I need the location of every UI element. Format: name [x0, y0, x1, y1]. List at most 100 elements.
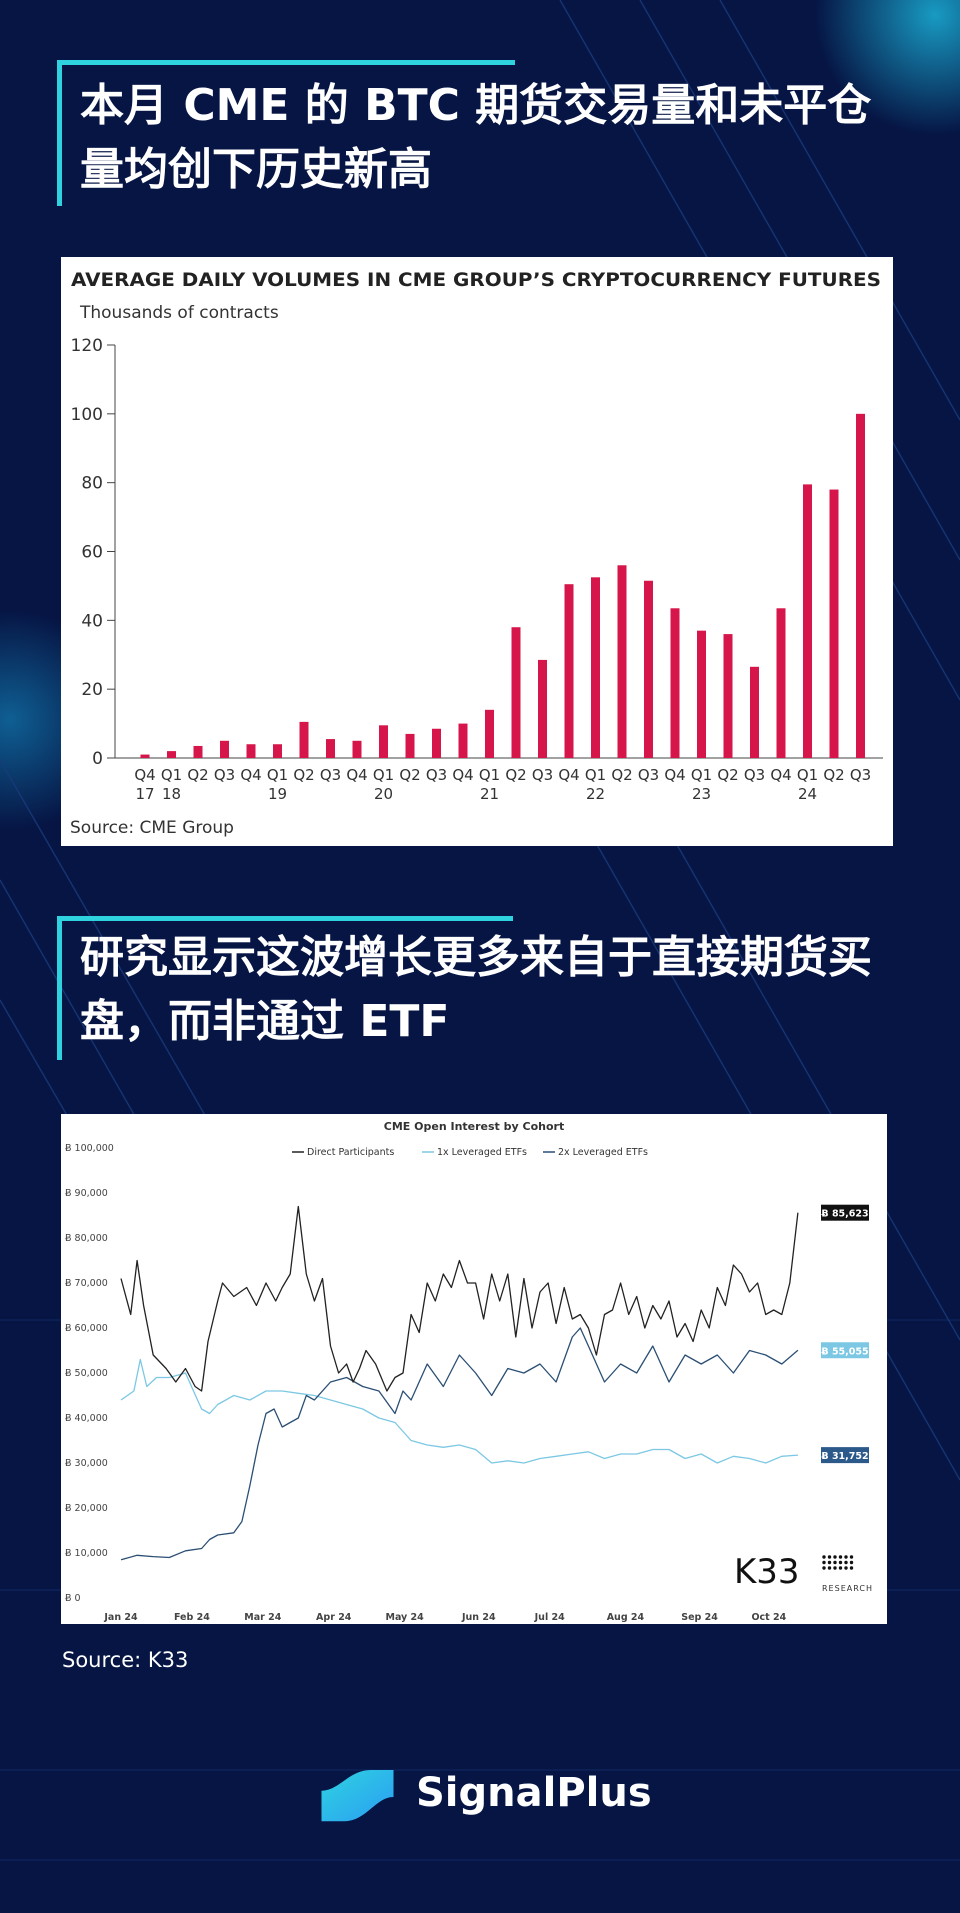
chart2-ytick-label: Ƀ 40,000	[65, 1413, 108, 1424]
chart1-quarter-label: Q2	[293, 766, 314, 784]
chart1-quarter-label: Q3	[214, 766, 235, 784]
chart1-bar	[697, 630, 706, 758]
chart2-title: CME Open Interest by Cohort	[384, 1120, 564, 1133]
chart2-ytick-label: Ƀ 80,000	[65, 1233, 108, 1244]
chart1-source: Source: CME Group	[70, 818, 234, 838]
chart1-bar	[485, 709, 494, 758]
chart1-bar	[326, 739, 335, 758]
heading1-accent-left	[57, 60, 62, 206]
chart2-xtick-label: Mar 24	[244, 1612, 281, 1623]
chart2-xtick-label: Jul 24	[534, 1612, 565, 1623]
chart2-ytick-label: Ƀ 100,000	[65, 1143, 114, 1154]
chart1-quarter-label: Q4	[452, 766, 473, 784]
k33-logo-dot	[838, 1560, 843, 1565]
chart1-ytick-label: 0	[92, 749, 103, 769]
chart1-quarter-label: Q1	[267, 766, 288, 784]
chart1-title: AVERAGE DAILY VOLUMES IN CME GROUP’S CRY…	[71, 269, 881, 291]
k33-logo-dot	[844, 1555, 848, 1559]
chart1-bar	[458, 723, 468, 758]
chart1-quarter-label: Q1	[161, 766, 182, 784]
chart2-xtick-label: Aug 24	[607, 1612, 645, 1623]
k33-logo-dot	[833, 1555, 837, 1559]
k33-logo-dot	[844, 1560, 848, 1565]
chart1-year-label: 20	[374, 785, 393, 803]
heading2-accent-left	[57, 916, 62, 1060]
chart1-year-label: 19	[268, 785, 287, 803]
chart1-bar	[776, 608, 786, 758]
chart1-bar	[432, 728, 441, 758]
heading1-accent-top	[57, 60, 515, 65]
chart2-end-label-box	[821, 1342, 869, 1359]
chart1-bar	[617, 565, 627, 758]
chart1-quarter-label: Q1	[797, 766, 818, 784]
k33-logo-dots-icon	[822, 1555, 854, 1570]
chart2-ytick-label: Ƀ 70,000	[65, 1278, 108, 1289]
k33-logo-dot	[833, 1560, 837, 1565]
k33-logo-dot	[827, 1566, 832, 1570]
chart2-end-label: Ƀ 31,752	[821, 1451, 868, 1462]
chart2-series-line	[120, 1327, 799, 1561]
heading1: 本月 CME 的 BTC 期货交易量和未平仓量均创下历史新高	[80, 80, 872, 195]
chart2-ytick-label: Ƀ 30,000	[65, 1458, 108, 1469]
chart1-quarter-label: Q1	[373, 766, 394, 784]
chart1-bar	[511, 627, 521, 758]
chart2-xtick-label: Apr 24	[316, 1612, 352, 1623]
chart1-bar	[140, 754, 150, 758]
chart1-ytick-label: 20	[81, 680, 103, 700]
chart1-ylabel: Thousands of contracts	[79, 303, 279, 323]
chart2-xtick-label: Oct 24	[751, 1612, 786, 1623]
chart2-series-line	[120, 1358, 798, 1464]
chart1-quarter-label: Q4	[664, 766, 685, 784]
open-interest-line-chart: CME Open Interest by Cohort Ƀ 0 Ƀ 10,000 Ƀ …	[65, 1120, 873, 1623]
chart1-quarter-label: Q1	[585, 766, 606, 784]
chart2-xtick-label: Jun 24	[461, 1612, 496, 1623]
chart1-bar	[670, 608, 680, 758]
chart1-bar	[538, 659, 547, 758]
chart1-quarter-label: Q2	[823, 766, 844, 784]
chart2-ytick-label: Ƀ 0	[65, 1593, 81, 1604]
chart2-ytick-label: Ƀ 90,000	[65, 1188, 108, 1199]
chart1-quarter-label: Q3	[638, 766, 659, 784]
signalplus-brand-text: SignalPlus	[416, 1770, 652, 1816]
k33-logo-dot	[844, 1566, 848, 1570]
chart1-quarter-label: Q1	[691, 766, 712, 784]
chart2-ytick-label: Ƀ 60,000	[65, 1323, 108, 1334]
chart1-year-label: 21	[480, 785, 499, 803]
signalplus-logo-icon	[321, 1770, 394, 1822]
chart1-bar	[856, 413, 865, 758]
chart2-legend-label: 1x Leveraged ETFs	[437, 1147, 527, 1158]
k33-logo-dot	[838, 1566, 843, 1570]
chart1-bar	[405, 733, 415, 758]
chart1-ytick-label: 100	[71, 405, 103, 425]
chart1-bar	[220, 740, 229, 758]
chart2-xtick-label: Jan 24	[103, 1612, 138, 1623]
chart2-end-label-box	[821, 1204, 869, 1221]
chart2-ytick-label: Ƀ 50,000	[65, 1368, 108, 1379]
open-interest-chart-panel: CME Open Interest by Cohort Ƀ 0 Ƀ 10,000 Ƀ …	[61, 1114, 887, 1624]
chart1-quarter-label: Q3	[532, 766, 553, 784]
chart1-quarter-label: Q2	[399, 766, 420, 784]
chart1-bar	[591, 577, 600, 758]
chart1-quarter-label: Q2	[717, 766, 738, 784]
chart1-bar	[273, 744, 282, 758]
k33-logo-dot	[849, 1555, 854, 1559]
chart1-bar	[379, 725, 388, 758]
k33-logo-dot	[827, 1560, 832, 1565]
chart1-year-label: 17	[135, 785, 154, 803]
chart1-quarter-label: Q2	[505, 766, 526, 784]
chart1-bar	[803, 484, 812, 758]
chart2-legend-label: Direct Participants	[307, 1147, 394, 1158]
k33-logo-dot	[822, 1555, 826, 1559]
chart1-quarter-label: Q4	[558, 766, 579, 784]
chart1-year-label: 18	[162, 785, 181, 803]
k33-logo-dot	[849, 1566, 854, 1570]
chart2-ytick-label: Ƀ 20,000	[65, 1503, 108, 1514]
chart2-legend-label: 2x Leveraged ETFs	[558, 1147, 648, 1158]
k33-logo-dot	[827, 1555, 832, 1559]
chart1-bar	[299, 721, 309, 758]
k33-logo-dot	[849, 1560, 854, 1565]
k33-logo-dot	[838, 1555, 843, 1559]
k33-brand-sub: RESEARCH	[822, 1584, 873, 1593]
chart1-quarter-label: Q4	[134, 766, 155, 784]
chart1-year-label: 23	[692, 785, 711, 803]
